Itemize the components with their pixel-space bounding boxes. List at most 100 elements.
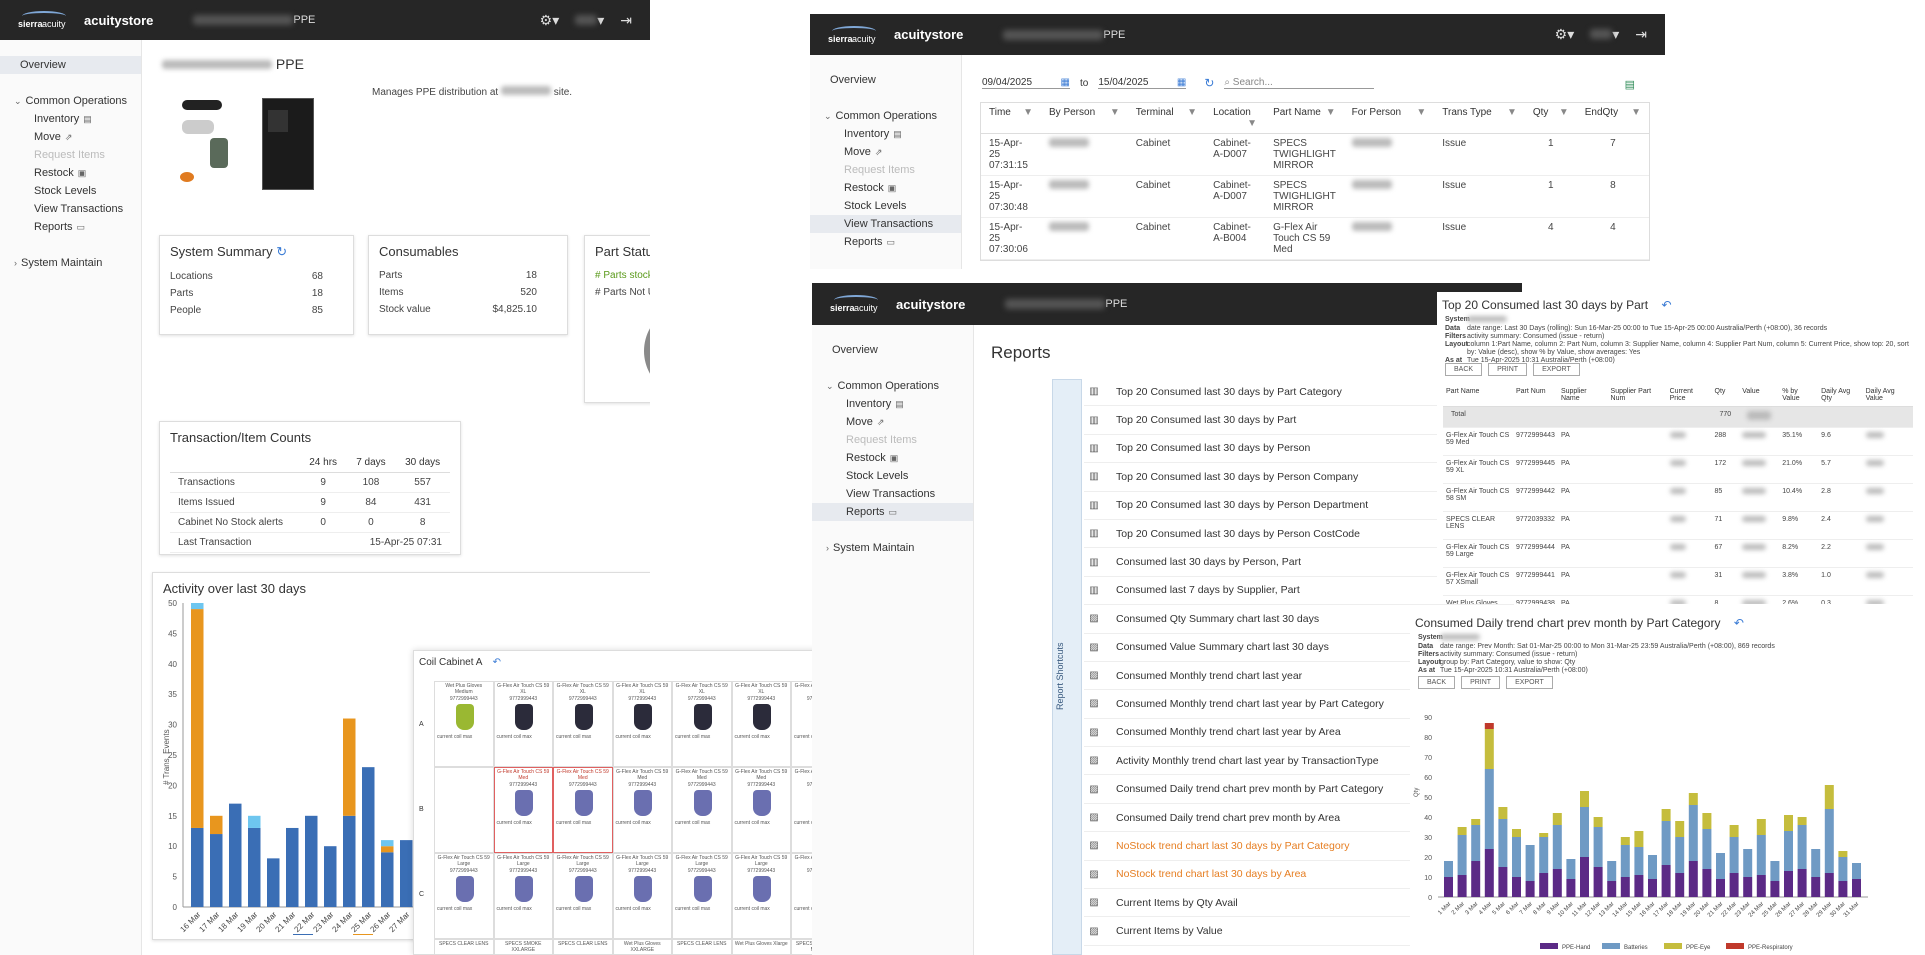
table-row[interactable]: 15-Apr-25 07:30:06 Cabinet Cabinet-A-B004 G…: [981, 217, 1649, 260]
sidebar-item-view-transactions[interactable]: View Transactions: [846, 488, 936, 500]
column-header[interactable]: Time ▼: [981, 103, 1041, 134]
sidebar-item-reports[interactable]: Reports ▭: [844, 236, 896, 248]
logout-icon[interactable]: ⇥: [620, 11, 632, 28]
export-button[interactable]: EXPORT: [1506, 676, 1553, 689]
back-button[interactable]: BACK: [1445, 363, 1483, 376]
sidebar-item-move[interactable]: Move ⇗: [34, 131, 73, 143]
report-shortcut-item[interactable]: ▥ Consumed last 7 days by Supplier, Part: [1084, 577, 1514, 606]
row-label[interactable]: Cabinet No Stock alerts: [170, 512, 300, 533]
user-menu[interactable]: ▾: [575, 12, 604, 29]
sidebar-item-stock-levels[interactable]: Stock Levels: [844, 200, 907, 212]
export-icon[interactable]: ▤: [1624, 79, 1635, 91]
coil-slot[interactable]: SPECS CLEAR LENS: [672, 939, 732, 954]
logout-icon[interactable]: ⇥: [1635, 26, 1647, 42]
sidebar-item-restock[interactable]: Restock ▣: [844, 182, 897, 194]
coil-slot[interactable]: Wet Plus Gloves Medium 9772999443 current …: [434, 681, 494, 767]
report-shortcut-item[interactable]: ▨ Consumed Qty Summary chart last 30 days: [1084, 605, 1514, 634]
sidebar-item-stock-levels[interactable]: Stock Levels: [846, 470, 909, 482]
report-shortcut-item[interactable]: ▨ Consumed Daily trend chart prev month b…: [1084, 775, 1514, 804]
report-shortcut-item[interactable]: ▥ Top 20 Consumed last 30 days by Person …: [1084, 463, 1514, 492]
print-button[interactable]: PRINT: [1461, 676, 1501, 689]
sidebar-group-system-maintain[interactable]: › System Maintain: [826, 542, 915, 554]
coil-slot[interactable]: [434, 767, 494, 853]
sidebar-item-inventory[interactable]: Inventory ▤: [34, 113, 92, 125]
gear-icon[interactable]: ⚙▾: [539, 11, 560, 28]
report-shortcut-item[interactable]: ▨ Consumed Daily trend chart prev month b…: [1084, 804, 1514, 833]
back-button[interactable]: BACK: [1418, 676, 1456, 689]
column-header[interactable]: For Person ▼: [1343, 103, 1435, 134]
column-header[interactable]: Qty ▼: [1524, 103, 1577, 134]
report-shortcut-item[interactable]: ▨ Consumed Value Summary chart last 30 da…: [1084, 634, 1514, 662]
report-shortcut-item[interactable]: ▥ Top 20 Consumed last 30 days by Person …: [1084, 520, 1514, 549]
column-header[interactable]: EndQty ▼: [1576, 103, 1649, 134]
report-shortcut-item[interactable]: ▨ NoStock trend chart last 30 days by Par…: [1084, 832, 1514, 861]
sidebar-item-inventory[interactable]: Inventory ▤: [846, 398, 904, 410]
table-row[interactable]: 15-Apr-25 07:31:15 Cabinet Cabinet-A-D007 S…: [981, 133, 1649, 176]
sidebar-item-stock-levels[interactable]: Stock Levels: [34, 185, 97, 197]
sidebar-item-reports[interactable]: Reports ▭: [34, 221, 86, 233]
user-menu[interactable]: ▾: [1590, 26, 1619, 43]
sidebar-item-restock[interactable]: Restock ▣: [34, 167, 87, 179]
sidebar-group-common-operations[interactable]: ⌄ Common Operations: [14, 95, 128, 107]
column-header[interactable]: By Person ▼: [1041, 103, 1128, 134]
date-to-input[interactable]: 15/04/2025 ▦: [1098, 77, 1187, 89]
report-shortcut-item[interactable]: ▥ Top 20 Consumed last 30 days by Person: [1084, 435, 1514, 464]
report-shortcut-item[interactable]: ▨ Consumed Monthly trend chart last year …: [1084, 719, 1514, 748]
coil-slot[interactable]: Wet Plus Gloves Xlarge: [731, 939, 791, 954]
sidebar-group-common-operations[interactable]: ⌄ Common Operations: [824, 110, 938, 122]
report-shortcut-item[interactable]: ▥ Top 20 Consumed last 30 days by Person …: [1084, 492, 1514, 520]
coil-slot[interactable]: Wet Plus Gloves XXLARGE: [612, 939, 672, 954]
sidebar-group-common-operations[interactable]: ⌄ Common Operations: [826, 380, 940, 392]
date-from-input[interactable]: 09/04/2025 ▦: [982, 77, 1070, 89]
export-button[interactable]: EXPORT: [1533, 363, 1580, 376]
back-icon[interactable]: ↶: [1661, 298, 1672, 312]
sidebar-item-reports[interactable]: Reports ▭: [812, 503, 973, 521]
column-header[interactable]: Part Name ▼: [1265, 103, 1344, 134]
report-shortcut-item[interactable]: ▨ Consumed Monthly trend chart last year …: [1084, 690, 1514, 719]
sidebar-item-move[interactable]: Move ⇗: [846, 416, 885, 428]
refresh-icon[interactable]: ↻: [276, 244, 288, 259]
refresh-icon[interactable]: ↻: [1204, 76, 1215, 90]
report-shortcut-item[interactable]: ▨ Activity Monthly trend chart last year …: [1084, 747, 1514, 776]
sidebar-item-view-transactions[interactable]: View Transactions: [34, 203, 124, 215]
sidebar-group-system-maintain[interactable]: › System Maintain: [14, 257, 103, 269]
report-shortcut-item[interactable]: ▨ NoStock trend chart last 30 days by Are…: [1084, 861, 1514, 890]
sidebar-item-overview[interactable]: Overview: [0, 56, 141, 74]
coil-slot[interactable]: SPECS CLEAR LENS: [434, 939, 494, 954]
coil-slot[interactable]: SPECS SMOKE XXLARGE: [493, 939, 553, 954]
sidebar-item-restock[interactable]: Restock ▣: [846, 452, 899, 464]
sidebar-item-overview[interactable]: Overview: [832, 344, 878, 356]
column-header[interactable]: Terminal ▼: [1127, 103, 1206, 134]
sidebar-item-view-transactions[interactable]: View Transactions: [810, 215, 961, 233]
gear-icon[interactable]: ⚙▾: [1554, 26, 1575, 42]
column-header[interactable]: Trans Type ▼: [1434, 103, 1525, 134]
sidebar-item-move[interactable]: Move ⇗: [844, 146, 883, 158]
back-icon[interactable]: ↶: [1733, 616, 1744, 630]
report-shortcut-item[interactable]: ▨ Consumed Monthly trend chart last year: [1084, 662, 1514, 691]
coil-slot[interactable]: SPECS CLEAR LENS: [553, 939, 613, 954]
sidebar-item-overview[interactable]: Overview: [830, 74, 876, 86]
report-shortcut-item[interactable]: ▨ Current Items by Qty Avail: [1084, 889, 1514, 918]
column-header[interactable]: Location ▼: [1205, 103, 1266, 134]
sidebar-item-inventory[interactable]: Inventory ▤: [844, 128, 902, 140]
report-shortcut-item[interactable]: ▥ Top 20 Consumed last 30 days by Part: [1084, 406, 1514, 435]
report-shortcut-item[interactable]: ▨ Current Items by Value: [1084, 917, 1514, 946]
report-shortcut-item[interactable]: ▥ Consumed last 30 days by Person, Part: [1084, 548, 1514, 577]
search-input[interactable]: ⌕ Search...: [1224, 77, 1375, 89]
table-row[interactable]: 15-Apr-25 07:30:48 Cabinet Cabinet-A-D007 S…: [981, 175, 1649, 218]
